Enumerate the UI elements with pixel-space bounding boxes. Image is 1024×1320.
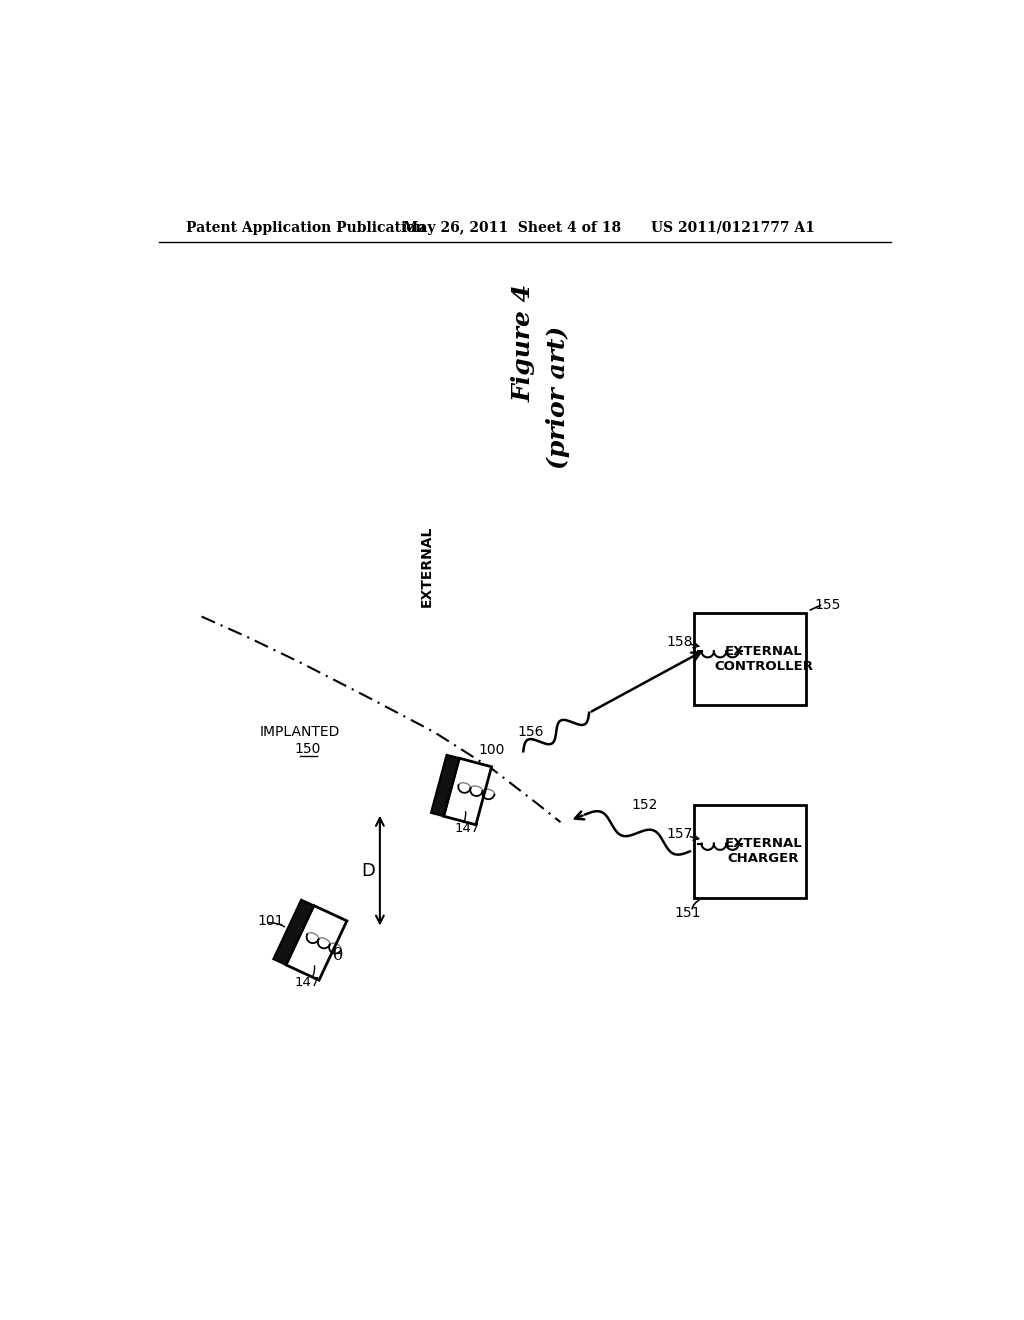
Text: IMPLANTED: IMPLANTED bbox=[260, 725, 340, 739]
Text: 147: 147 bbox=[455, 822, 480, 834]
Text: 100: 100 bbox=[478, 743, 505, 756]
Text: US 2011/0121777 A1: US 2011/0121777 A1 bbox=[651, 220, 815, 235]
Polygon shape bbox=[273, 900, 314, 965]
Text: 156: 156 bbox=[518, 725, 545, 739]
Text: Patent Application Publication: Patent Application Publication bbox=[186, 220, 426, 235]
Bar bbox=[693, 612, 806, 705]
Text: Figure 4: Figure 4 bbox=[511, 284, 536, 403]
Text: D: D bbox=[361, 862, 375, 879]
Text: EXTERNAL
CONTROLLER: EXTERNAL CONTROLLER bbox=[714, 645, 813, 673]
Text: EXTERNAL: EXTERNAL bbox=[420, 525, 433, 607]
Text: 155: 155 bbox=[815, 598, 841, 612]
Text: 150: 150 bbox=[295, 742, 321, 756]
Polygon shape bbox=[443, 758, 492, 825]
Text: May 26, 2011  Sheet 4 of 18: May 26, 2011 Sheet 4 of 18 bbox=[403, 220, 622, 235]
Polygon shape bbox=[431, 755, 460, 816]
Text: EXTERNAL
CHARGER: EXTERNAL CHARGER bbox=[725, 837, 802, 866]
Text: 157: 157 bbox=[667, 828, 693, 841]
Text: 152: 152 bbox=[632, 799, 658, 812]
Text: θ: θ bbox=[332, 946, 342, 964]
Text: 158: 158 bbox=[667, 635, 693, 649]
Text: (prior art): (prior art) bbox=[546, 326, 570, 469]
Text: 151: 151 bbox=[674, 906, 700, 920]
Polygon shape bbox=[286, 906, 347, 981]
Text: 101: 101 bbox=[257, 913, 284, 928]
Text: 147: 147 bbox=[295, 975, 319, 989]
Bar bbox=[693, 805, 806, 898]
